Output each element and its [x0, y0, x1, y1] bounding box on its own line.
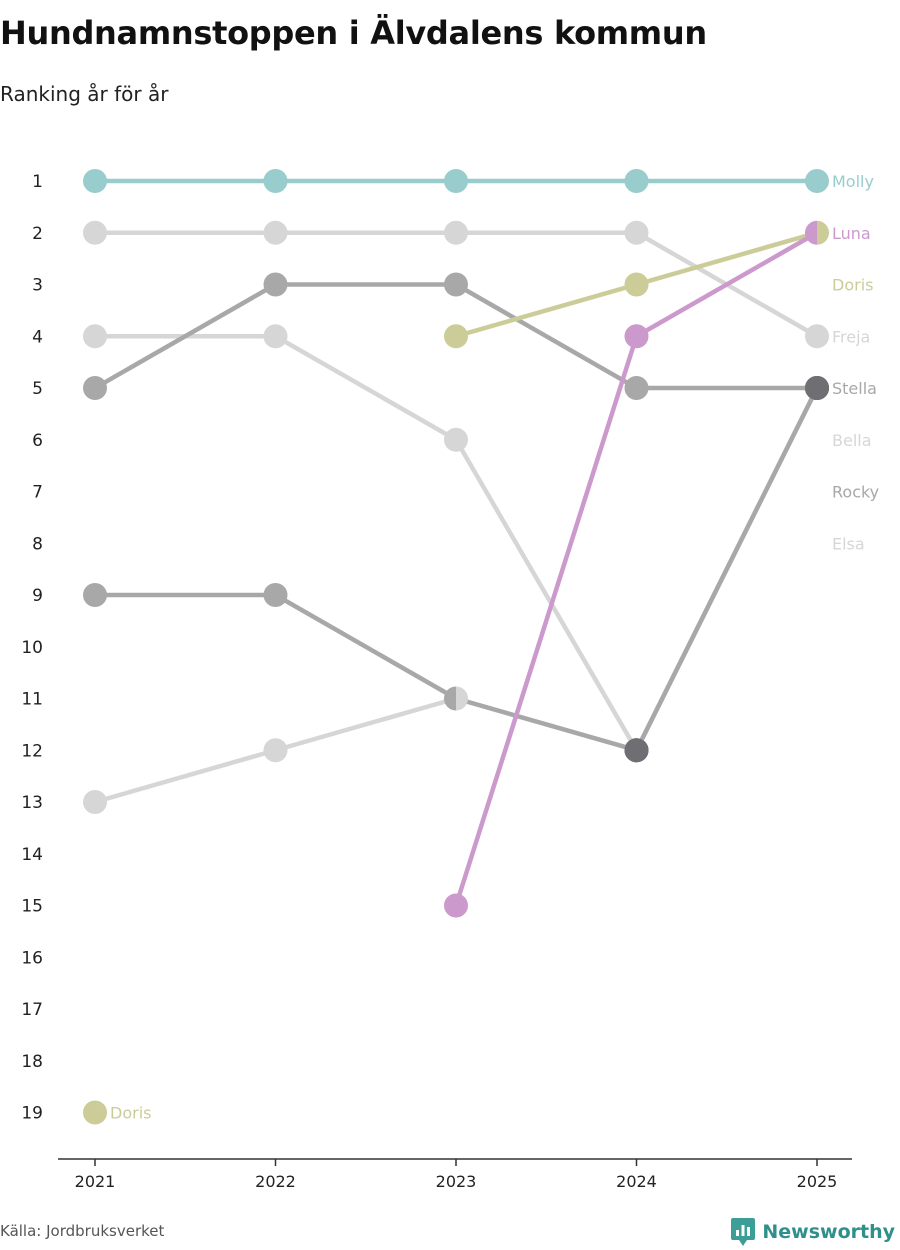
y-tick-label: 18: [21, 1052, 43, 1072]
data-point-stella: [263, 272, 288, 297]
y-tick-label: 9: [32, 586, 43, 606]
point-annotation-label: Doris: [110, 1104, 151, 1123]
data-point-freja: [444, 220, 468, 245]
series-end-label: Rocky: [832, 483, 879, 502]
series-layer: [83, 169, 829, 1125]
x-tick-label: 2021: [75, 1172, 116, 1191]
split-data-point: [444, 686, 468, 711]
split-point-right: [456, 686, 468, 711]
y-tick-label: 13: [21, 793, 43, 813]
series-doris: [83, 230, 820, 1125]
data-point-bella: [444, 427, 468, 452]
y-tick-label: 17: [21, 1000, 43, 1020]
series-luna: [444, 230, 820, 918]
split-point-right: [817, 220, 829, 245]
data-point-stella: [805, 376, 829, 400]
data-point-doris: [624, 272, 649, 297]
newsworthy-logo-icon: [731, 1218, 756, 1246]
data-point-stella: [624, 376, 649, 400]
x-tick-label: 2023: [436, 1172, 477, 1191]
x-tick-label: 2022: [255, 1172, 296, 1191]
data-point-stella: [83, 376, 107, 400]
data-point-freja: [263, 220, 288, 245]
y-tick-label: 1: [32, 172, 43, 192]
y-tick-label: 12: [21, 741, 43, 761]
y-tick-label: 7: [32, 483, 43, 503]
data-point-stella: [444, 272, 468, 297]
series-end-label: Molly: [832, 172, 874, 191]
data-point-freja: [83, 220, 107, 245]
brand-name: Newsworthy: [762, 1221, 895, 1243]
y-tick-label: 6: [32, 431, 43, 451]
data-point-rocky: [263, 583, 288, 607]
data-point-molly: [83, 169, 107, 193]
x-tick-label: 2024: [616, 1172, 657, 1191]
series-end-label: Freja: [832, 327, 870, 346]
series-end-label: Bella: [832, 431, 872, 450]
x-axis: 2021 2022 2023 2024 2025: [58, 1158, 852, 1191]
data-point-bella: [263, 324, 288, 349]
y-tick-label: 8: [32, 534, 43, 554]
data-point-molly: [624, 169, 649, 193]
chart-subtitle: Ranking år för år: [0, 82, 169, 106]
data-point-rocky: [624, 738, 649, 763]
data-point-elsa: [83, 790, 107, 814]
series-end-label: Doris: [832, 276, 873, 295]
y-tick-label: 5: [32, 379, 43, 399]
brand[interactable]: Newsworthy: [730, 1216, 895, 1248]
y-tick-label: 10: [21, 638, 43, 658]
series-end-label: Elsa: [832, 534, 865, 553]
series-molly: [83, 169, 829, 193]
chart-title: Hundnamnstoppen i Älvdalens kommun: [0, 14, 707, 52]
y-tick-label: 4: [32, 327, 43, 347]
data-point-bella: [83, 324, 107, 349]
data-point-luna: [624, 324, 649, 349]
x-tick-label: 2025: [797, 1172, 838, 1191]
data-point-freja: [805, 324, 829, 349]
series-end-label: Luna: [832, 224, 871, 243]
data-point-freja: [624, 220, 649, 245]
y-tick-label: 11: [21, 690, 43, 710]
y-tick-label: 16: [21, 948, 43, 968]
y-tick-label: 19: [21, 1104, 43, 1124]
data-point-luna: [444, 893, 468, 918]
source-note: Källa: Jordbruksverket: [0, 1222, 165, 1240]
series-stella: [83, 272, 829, 400]
y-tick-label: 14: [21, 845, 43, 865]
data-point-molly: [263, 169, 288, 193]
y-tick-label: 3: [32, 276, 43, 296]
label-layer: Molly Luna Doris Freja Stella Bella Rocky Elsa D…: [110, 172, 879, 1123]
data-point-doris: [444, 324, 468, 349]
split-data-point: [805, 220, 829, 245]
data-point-rocky: [83, 583, 107, 607]
split-point-left: [805, 220, 817, 245]
data-point-molly: [805, 169, 829, 193]
data-point-doris: [83, 1100, 107, 1125]
split-point-left: [444, 686, 456, 711]
y-tick-label: 15: [21, 897, 43, 917]
y-tick-label: 2: [32, 224, 43, 244]
data-point-elsa: [263, 738, 288, 763]
data-point-molly: [444, 169, 468, 193]
series-end-label: Stella: [832, 379, 877, 398]
